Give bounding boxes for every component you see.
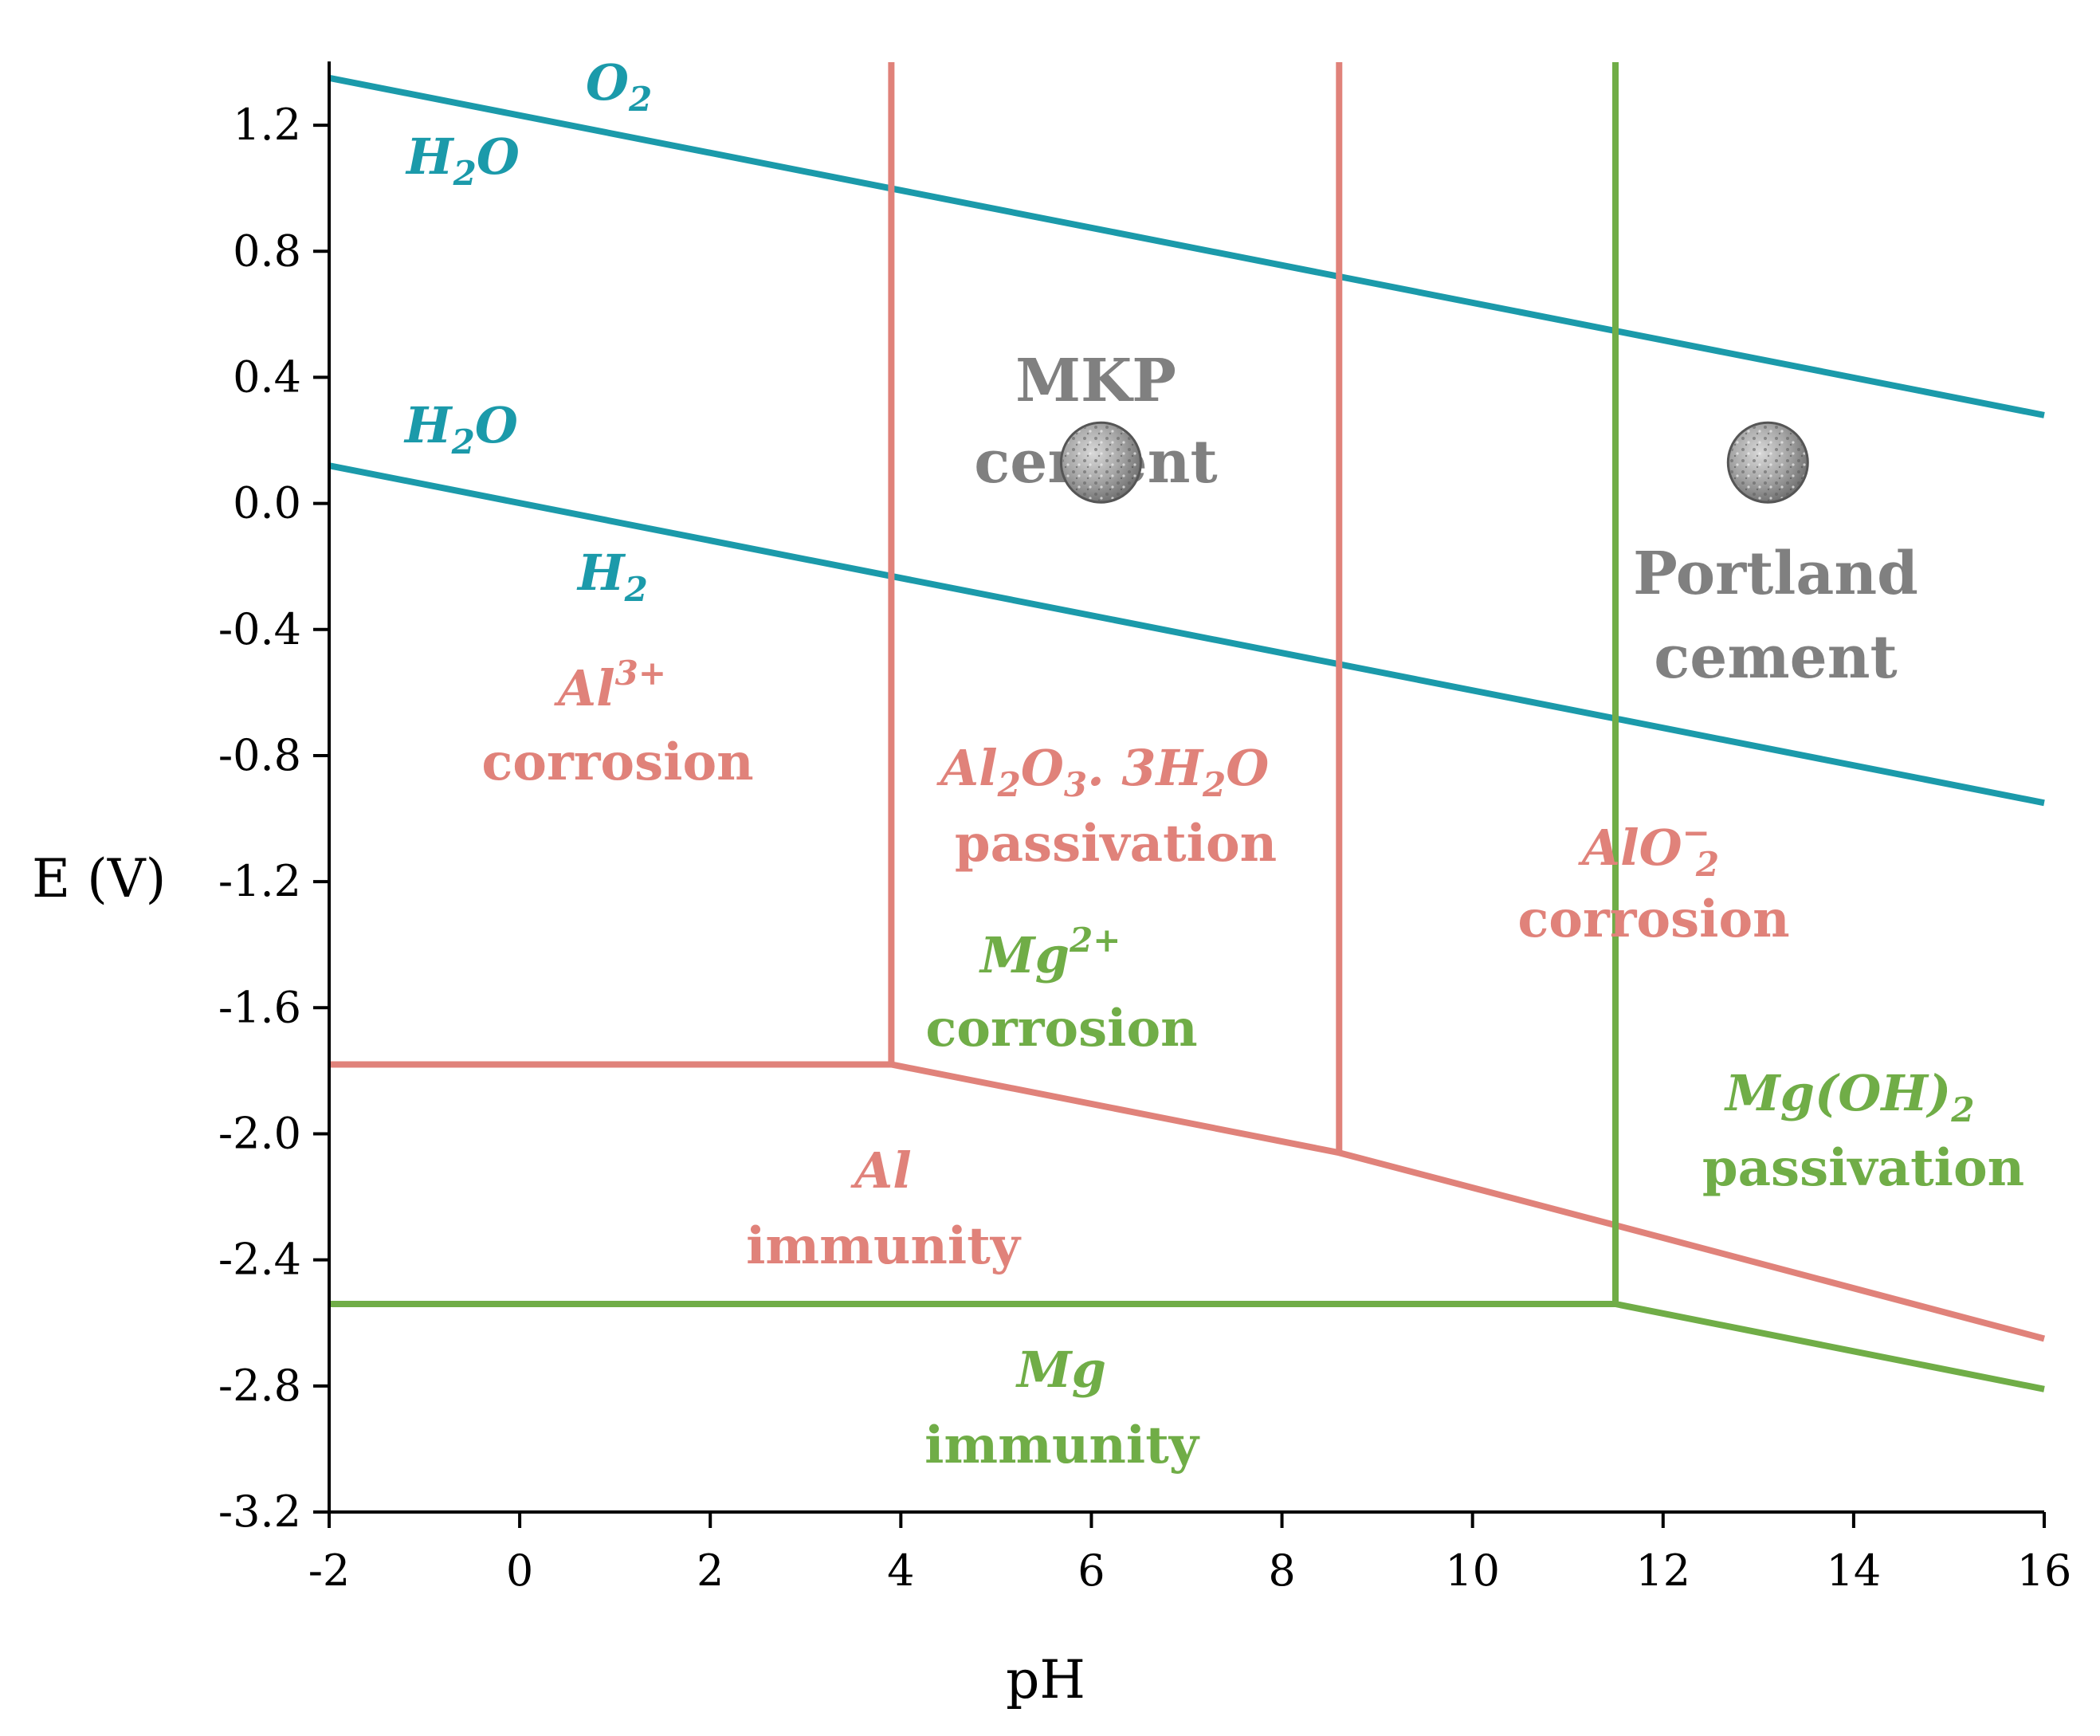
- label-h2: H2: [576, 544, 648, 609]
- label-mg2plus: Mg2+: [979, 921, 1121, 984]
- label-mg-immunity: immunity: [924, 1416, 1200, 1475]
- x-tick-label: 10: [1445, 1546, 1500, 1596]
- mg-immunity-boundary: [329, 1301, 2045, 1392]
- label-mg-hydroxide-passivation: passivation: [1702, 1138, 2024, 1198]
- label-al-metal: Al: [850, 1141, 912, 1200]
- x-tick-label: 12: [1635, 1546, 1690, 1596]
- x-tick-label: 16: [2017, 1546, 2072, 1596]
- water-o2-line: [328, 74, 2045, 418]
- y-tick-label: 0.0: [233, 478, 301, 528]
- label-h2o-lower: H2O: [403, 396, 518, 461]
- tick-layer: -2 0 2 4 6 8 10 12 14 16 1.2 0.8 0.4 0.0 -0.4 -0.8 -1.2 -…: [218, 100, 2071, 1596]
- y-tick-label: 1.2: [233, 100, 301, 150]
- x-tick-label: 0: [506, 1546, 533, 1596]
- label-aluminate-corrosion: corrosion: [1517, 890, 1789, 949]
- y-tick-label: -2.0: [218, 1108, 301, 1158]
- label-mg-hydroxide: Mg(OH)2: [1724, 1064, 1974, 1129]
- label-al-immunity: immunity: [746, 1216, 1022, 1276]
- y-tick-label: -2.8: [218, 1361, 301, 1411]
- series-layer: [328, 62, 2046, 1392]
- y-tick-label: -0.8: [218, 730, 301, 780]
- label-o2: O2: [586, 53, 652, 119]
- label-al-oxide: Al2O3. 3H2O: [936, 739, 1269, 804]
- y-tick-label: -2.4: [218, 1235, 301, 1285]
- y-tick-label: -0.4: [218, 604, 301, 654]
- x-tick-label: 8: [1268, 1546, 1295, 1596]
- y-tick-label: 0.8: [233, 226, 301, 276]
- marker-layer: [1059, 421, 1809, 504]
- y-tick-label: -1.2: [218, 856, 301, 906]
- label-al3plus-corrosion: corrosion: [481, 732, 753, 792]
- label-h2o-upper: H2O: [405, 128, 520, 193]
- label-al-oxide-passivation: passivation: [955, 814, 1277, 874]
- x-tick-label: 4: [887, 1546, 914, 1596]
- label-mg-metal: Mg: [1015, 1341, 1106, 1399]
- label-mkp-line1: MKP: [1015, 347, 1176, 415]
- label-portland-line1: Portland: [1633, 540, 1918, 608]
- label-aluminate: AlO− 2: [1578, 813, 1719, 884]
- x-axis-title: pH: [1006, 1649, 1085, 1710]
- label-al3plus: Al3+: [554, 654, 666, 717]
- mkp-cement-marker: [1059, 421, 1142, 504]
- x-tick-label: 2: [697, 1546, 724, 1596]
- y-axis-title: E (V): [32, 848, 166, 909]
- x-tick-label: -2: [308, 1546, 351, 1596]
- portland-cement-marker: [1726, 421, 1809, 504]
- water-h2-line: [328, 462, 2045, 807]
- x-tick-label: 14: [1827, 1546, 1882, 1596]
- x-tick-label: 6: [1077, 1546, 1105, 1596]
- y-tick-label: -1.6: [218, 982, 301, 1032]
- y-tick-label: 0.4: [233, 352, 301, 402]
- label-portland-line2: cement: [1654, 623, 1898, 692]
- label-mg2plus-corrosion: corrosion: [925, 999, 1197, 1058]
- y-tick-label: -3.2: [218, 1487, 301, 1537]
